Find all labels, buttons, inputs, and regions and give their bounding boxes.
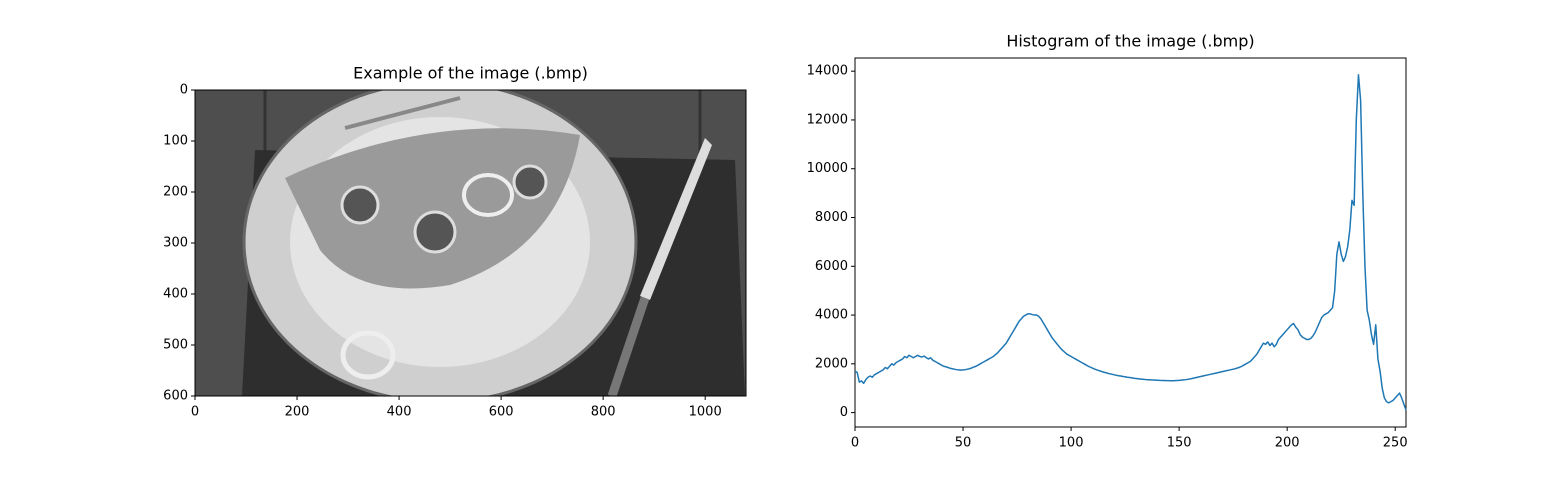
tomato — [413, 210, 457, 254]
fork — [344, 96, 461, 130]
x-tick-label: 250 — [1383, 436, 1408, 451]
y-tick-label: 500 — [163, 338, 188, 353]
x-tick-label: 150 — [1167, 436, 1192, 451]
x-tick-label: 100 — [1059, 436, 1084, 451]
y-tick-label: 14000 — [807, 64, 848, 79]
axes-frame — [854, 57, 1407, 428]
x-tick-label: 200 — [285, 405, 310, 420]
y-tick-label: 0 — [840, 405, 848, 420]
x-tick-label: 1000 — [689, 405, 722, 420]
tomato — [340, 185, 380, 225]
y-tick-label: 100 — [163, 134, 188, 149]
knife-handle — [607, 296, 650, 396]
x-tick-label: 50 — [955, 436, 972, 451]
x-tick-label: 800 — [591, 405, 616, 420]
x-tick-label: 0 — [191, 405, 199, 420]
y-tick-label: 2000 — [815, 356, 848, 371]
tomato — [512, 164, 548, 200]
knife-blade — [640, 138, 712, 300]
x-tick-label: 200 — [1275, 436, 1300, 451]
chart-title: Example of the image (.bmp) — [353, 64, 588, 83]
histogram-line — [854, 74, 1407, 411]
y-tick-label: 200 — [163, 185, 188, 200]
onion — [340, 330, 396, 380]
y-tick-label: 400 — [163, 287, 188, 302]
chart-title: Histogram of the image (.bmp) — [1006, 32, 1254, 51]
y-tick-label: 8000 — [815, 210, 848, 225]
image-placeholder — [195, 90, 746, 396]
y-tick-label: 10000 — [807, 161, 848, 176]
x-tick-label: 600 — [489, 405, 514, 420]
x-tick-label: 400 — [387, 405, 412, 420]
y-tick-label: 0 — [180, 83, 188, 98]
y-tick-label: 4000 — [815, 308, 848, 323]
y-tick-label: 12000 — [807, 112, 848, 127]
omelette — [285, 128, 580, 289]
y-tick-label: 300 — [163, 236, 188, 251]
x-tick-label: 0 — [851, 436, 859, 451]
onion — [462, 173, 514, 217]
y-tick-label: 6000 — [815, 259, 848, 274]
y-tick-label: 600 — [163, 389, 188, 404]
